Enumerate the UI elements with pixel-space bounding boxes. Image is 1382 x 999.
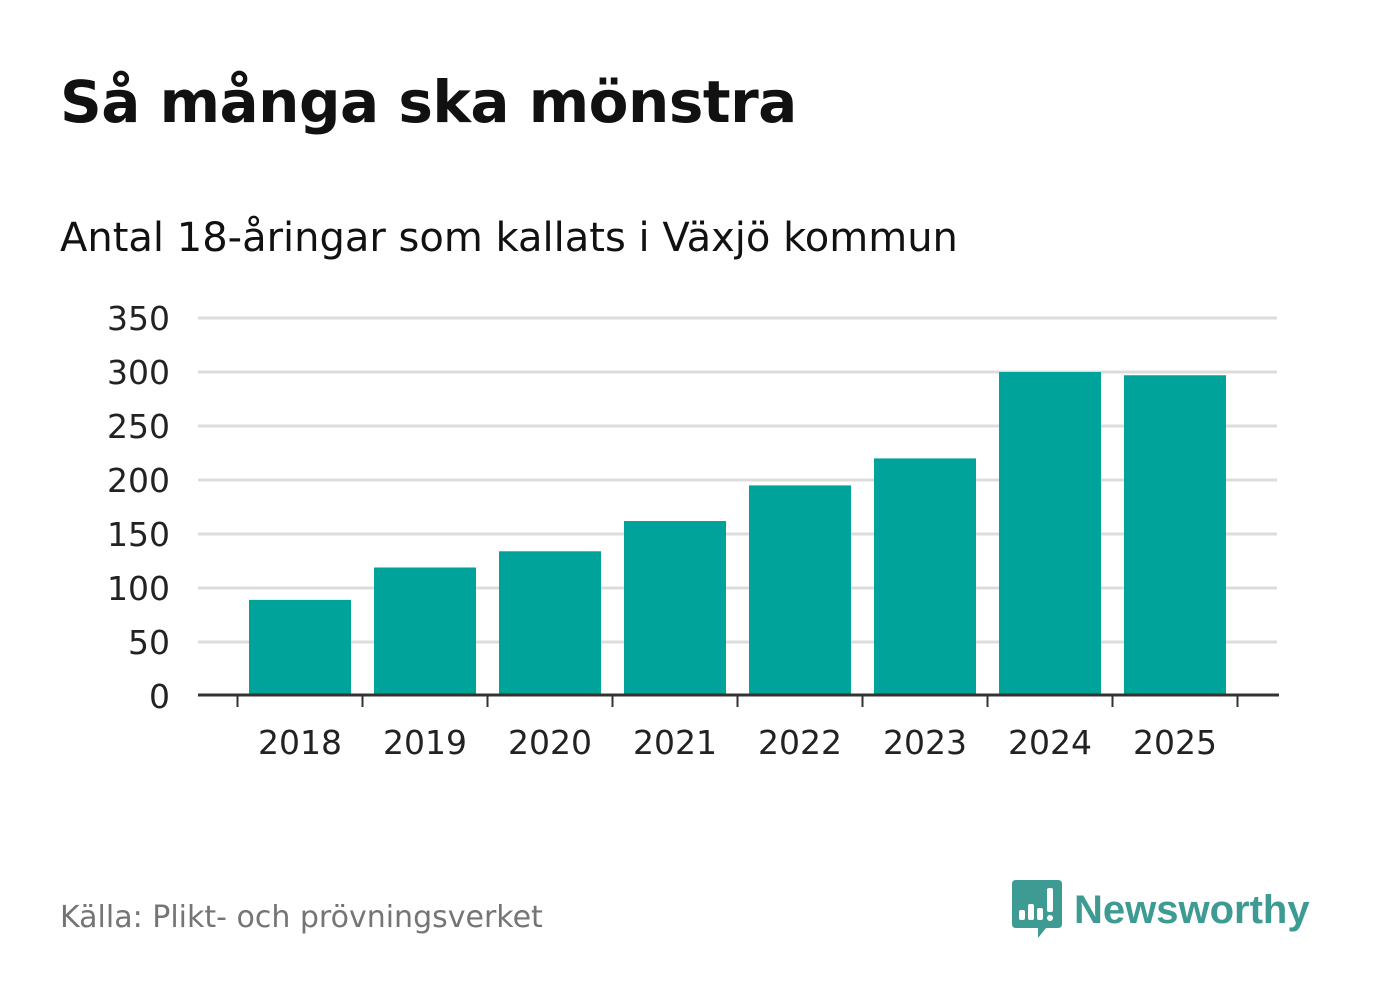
newsworthy-logo-icon: [1012, 880, 1062, 938]
source-note: Källa: Plikt- och prövningsverket: [60, 900, 543, 935]
y-tick-label: 0: [149, 677, 170, 716]
bar-2019: [374, 567, 476, 695]
x-tick-label: 2025: [1133, 723, 1217, 762]
x-tick-label: 2021: [633, 723, 717, 762]
newsworthy-logo: Newsworthy: [1012, 880, 1310, 940]
bar-2020: [499, 551, 601, 695]
bar-2023: [874, 458, 976, 695]
y-tick-label: 200: [107, 461, 170, 500]
y-tick-label: 150: [107, 515, 170, 554]
y-tick-label: 250: [107, 407, 170, 446]
x-tick-label: 2020: [508, 723, 592, 762]
y-tick-label: 50: [128, 623, 170, 662]
bar-2018: [249, 599, 351, 695]
chart-title: Så många ska mönstra: [60, 68, 797, 136]
bar-2024: [999, 372, 1101, 695]
y-tick-label: 100: [107, 569, 170, 608]
bar-2021: [624, 521, 726, 695]
x-tick-label: 2018: [258, 723, 342, 762]
x-tick-label: 2023: [883, 723, 967, 762]
x-tick-label: 2022: [758, 723, 842, 762]
y-tick-label: 300: [107, 353, 170, 392]
y-tick-label: 350: [107, 299, 170, 338]
bar-2022: [749, 485, 851, 695]
bar-2025: [1124, 375, 1226, 695]
chart-subtitle: Antal 18-åringar som kallats i Växjö kom…: [60, 215, 958, 261]
x-tick-label: 2019: [383, 723, 467, 762]
brand-name: Newsworthy: [1074, 887, 1310, 932]
x-tick-label: 2024: [1008, 723, 1092, 762]
